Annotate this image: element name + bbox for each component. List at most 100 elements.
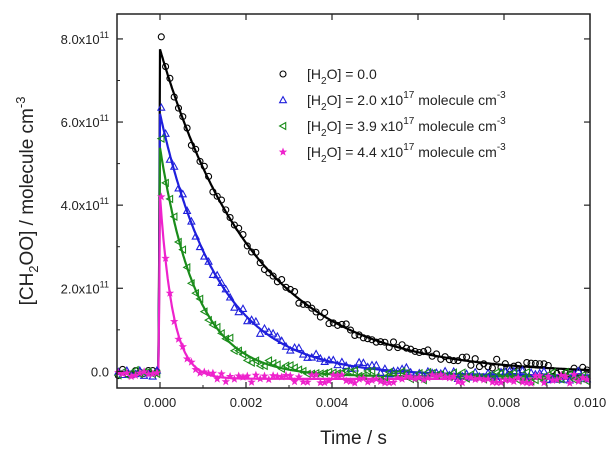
point-star	[522, 378, 532, 387]
point-circle	[407, 345, 415, 353]
point-star	[187, 357, 196, 366]
point-triangle-left	[212, 322, 221, 332]
point-circle	[420, 348, 428, 356]
point-triangle-left	[298, 366, 307, 376]
point-star	[376, 376, 385, 385]
point-circle	[162, 63, 170, 71]
point-circle	[226, 213, 234, 222]
point-circle	[196, 157, 204, 165]
point-star	[449, 371, 458, 380]
point-star	[122, 368, 132, 377]
point-triangle-up	[182, 206, 192, 214]
point-triangle-left	[242, 355, 251, 365]
x-tick-label: 0.002	[230, 395, 263, 410]
y-tick-label: 6.0x1011	[61, 113, 109, 130]
point-triangle-up	[187, 216, 196, 225]
point-star	[221, 377, 231, 386]
point-star	[415, 372, 424, 381]
point-star	[346, 377, 355, 386]
point-circle	[174, 104, 183, 112]
point-star	[251, 370, 261, 379]
point-circle	[282, 283, 290, 291]
point-circle	[342, 320, 350, 328]
point-triangle-up	[380, 364, 390, 372]
point-triangle-up	[165, 154, 175, 163]
point-triangle-left	[204, 315, 212, 325]
point-triangle-left	[457, 368, 466, 377]
point-circle	[235, 224, 243, 232]
point-triangle-left	[522, 367, 531, 377]
point-triangle-left	[156, 134, 165, 144]
point-triangle-up	[221, 284, 231, 293]
point-circle	[467, 361, 475, 369]
point-circle	[334, 321, 342, 329]
point-star	[359, 373, 368, 383]
point-star	[324, 376, 334, 385]
point-circle	[299, 300, 307, 308]
point-circle	[424, 346, 432, 354]
point-triangle-up	[290, 342, 299, 351]
point-star	[182, 354, 192, 363]
point-triangle-left	[277, 364, 285, 374]
point-star	[453, 377, 463, 386]
point-triangle-left	[161, 178, 169, 188]
point-circle	[351, 331, 359, 339]
point-circle	[510, 362, 518, 370]
point-star	[389, 377, 398, 387]
point-triangle-up	[169, 161, 179, 170]
point-triangle-up	[255, 329, 265, 337]
point-circle	[303, 301, 312, 309]
point-triangle-up	[268, 328, 278, 337]
point-triangle-up	[505, 366, 514, 375]
point-star	[402, 371, 411, 380]
point-triangle-up	[303, 353, 312, 361]
series-s0	[114, 33, 591, 380]
point-circle	[389, 338, 398, 346]
point-triangle-up	[264, 327, 274, 336]
point-triangle-up	[539, 366, 549, 375]
point-circle	[385, 343, 393, 351]
point-triangle-up	[217, 278, 226, 287]
point-triangle-up	[251, 316, 261, 325]
point-circle	[200, 162, 208, 170]
point-star	[569, 370, 579, 379]
point-triangle-left	[285, 360, 294, 370]
point-circle	[398, 341, 406, 349]
point-circle	[183, 124, 191, 132]
point-circle	[217, 196, 226, 204]
point-star	[458, 378, 467, 387]
point-circle	[209, 188, 217, 196]
point-star	[440, 372, 450, 381]
point-star	[505, 375, 514, 384]
y-tick-label: 4.0x1011	[61, 196, 109, 213]
point-star	[200, 367, 209, 376]
point-triangle-up	[178, 189, 188, 198]
point-triangle-left	[178, 245, 187, 254]
point-triangle-left	[505, 370, 513, 379]
point-triangle-left	[225, 333, 234, 343]
point-circle	[364, 335, 372, 343]
point-circle	[463, 353, 471, 361]
point-triangle-left	[199, 307, 208, 316]
point-triangle-left	[130, 365, 139, 375]
point-triangle-left	[530, 375, 539, 385]
point-circle	[338, 320, 346, 328]
point-triangle-up	[204, 257, 213, 265]
point-triangle-up	[574, 366, 583, 375]
point-star	[208, 368, 218, 377]
point-circle	[402, 344, 410, 352]
point-triangle-up	[277, 336, 287, 344]
point-triangle-left	[259, 361, 268, 371]
x-tick-label: 0.010	[574, 395, 607, 410]
point-triangle-left	[380, 373, 389, 382]
point-circle	[312, 308, 320, 316]
point-triangle-up	[156, 102, 166, 111]
point-triangle-left	[264, 356, 273, 365]
point-triangle-up	[337, 357, 347, 366]
point-circle	[377, 338, 385, 346]
point-star	[260, 371, 269, 380]
point-triangle-up	[199, 251, 209, 260]
point-circle	[243, 242, 251, 250]
point-triangle-up	[260, 323, 269, 332]
